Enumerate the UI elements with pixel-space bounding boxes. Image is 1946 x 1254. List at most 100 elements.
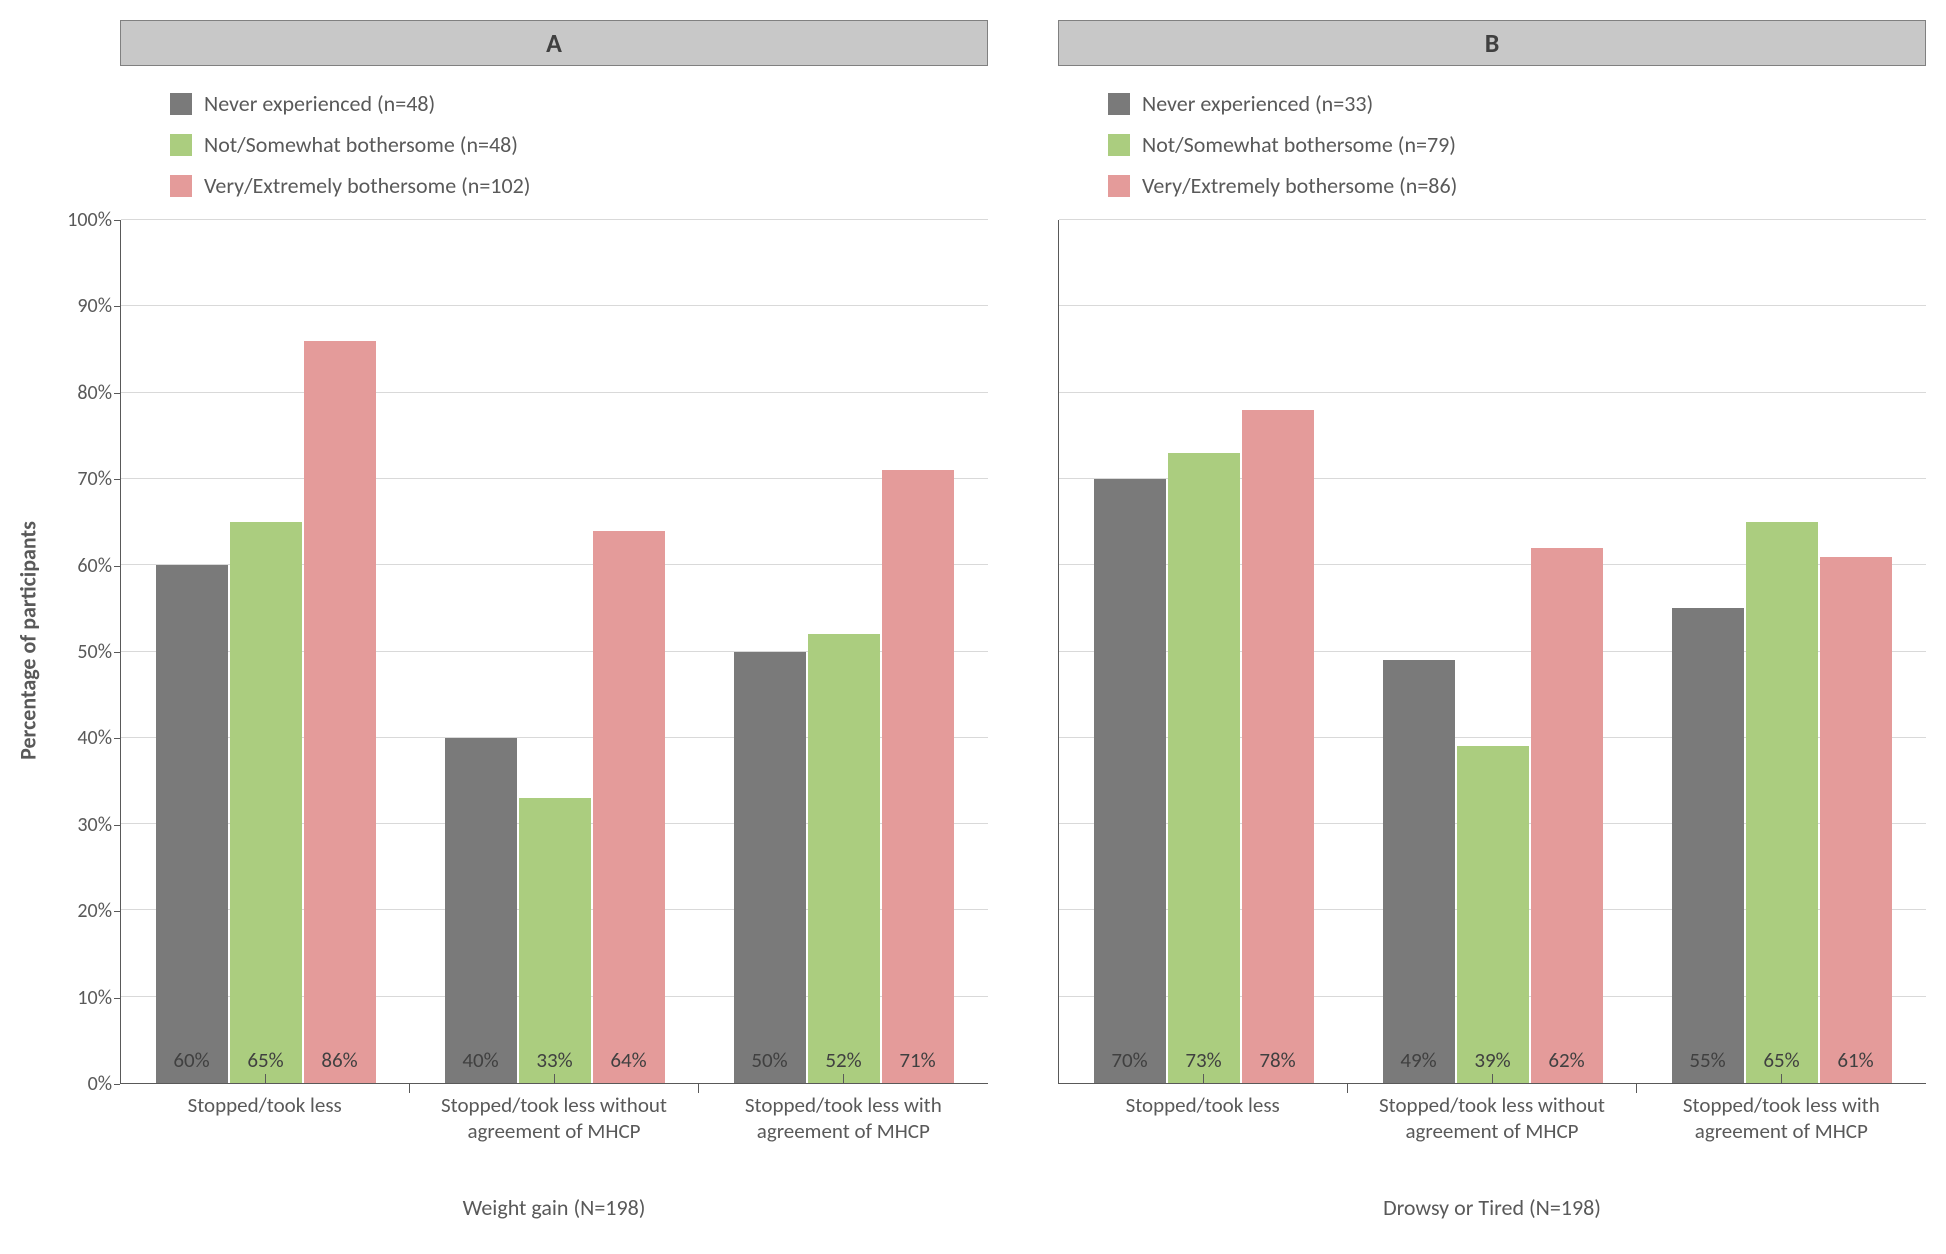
legend-swatch bbox=[170, 93, 192, 115]
panel-title: Weight gain (N=198) bbox=[120, 1194, 988, 1234]
bar: 52% bbox=[808, 634, 880, 1083]
bar: 49% bbox=[1383, 660, 1455, 1083]
legend-swatch bbox=[170, 134, 192, 156]
x-category-label: Stopped/took less bbox=[1058, 1084, 1347, 1194]
y-tick: 50% bbox=[60, 640, 112, 664]
bar-value-label: 65% bbox=[247, 1047, 283, 1073]
bar: 64% bbox=[593, 531, 665, 1083]
panel: A Never experienced (n=48) Not/Somewhat bo… bbox=[120, 20, 988, 1234]
bar-value-label: 86% bbox=[321, 1047, 357, 1073]
y-tick: 100% bbox=[60, 208, 112, 232]
plot-area: 60% 65% 86% 40% 33% 64% 50% 52% 71% bbox=[120, 220, 988, 1084]
legend-swatch bbox=[170, 175, 192, 197]
panel-header: A bbox=[120, 20, 988, 66]
y-tick: 60% bbox=[60, 554, 112, 578]
y-tick: 0% bbox=[60, 1072, 112, 1096]
x-tick bbox=[843, 1074, 844, 1084]
bar-groups: 60% 65% 86% 40% 33% 64% 50% 52% 71% bbox=[121, 220, 988, 1083]
y-tick: 70% bbox=[60, 467, 112, 491]
x-tick bbox=[1492, 1074, 1493, 1084]
figure: Percentage of participants 100%90%80%70%… bbox=[20, 20, 1926, 1234]
bar-group: 49% 39% 62% bbox=[1348, 220, 1637, 1083]
bar-value-label: 65% bbox=[1763, 1047, 1799, 1073]
bar-value-label: 61% bbox=[1837, 1047, 1873, 1073]
bar-value-label: 52% bbox=[825, 1047, 861, 1073]
bar-group: 55% 65% 61% bbox=[1637, 220, 1926, 1083]
legend-item: Not/Somewhat bothersome (n=79) bbox=[1108, 131, 1926, 158]
legend-label: Never experienced (n=48) bbox=[204, 90, 435, 117]
y-axis-ticks: 100%90%80%70%60%50%40%30%20%10%0% bbox=[60, 220, 120, 1084]
bar: 39% bbox=[1457, 746, 1529, 1083]
x-category-label: Stopped/took less with agreement of MHCP bbox=[1637, 1084, 1926, 1194]
bar: 61% bbox=[1820, 557, 1892, 1083]
bar: 50% bbox=[734, 652, 806, 1084]
x-category-label: Stopped/took less bbox=[120, 1084, 409, 1194]
x-category-label: Stopped/took less without agreement of M… bbox=[1347, 1084, 1636, 1194]
panel-title: Drowsy or Tired (N=198) bbox=[1058, 1194, 1926, 1234]
bar: 78% bbox=[1242, 410, 1314, 1083]
legend-item: Very/Extremely bothersome (n=102) bbox=[170, 172, 988, 199]
bar-group: 50% 52% 71% bbox=[699, 220, 988, 1083]
y-tick: 90% bbox=[60, 294, 112, 318]
y-tick: 10% bbox=[60, 986, 112, 1010]
bar-value-label: 62% bbox=[1548, 1047, 1584, 1073]
bar-group: 70% 73% 78% bbox=[1059, 220, 1348, 1083]
bar: 71% bbox=[882, 470, 954, 1083]
bar-group: 60% 65% 86% bbox=[121, 220, 410, 1083]
x-axis: Stopped/took lessStopped/took less witho… bbox=[120, 1084, 988, 1194]
legend: Never experienced (n=48) Not/Somewhat bot… bbox=[120, 90, 988, 220]
legend: Never experienced (n=33) Not/Somewhat bot… bbox=[1058, 90, 1926, 220]
bar: 65% bbox=[230, 522, 302, 1083]
legend-swatch bbox=[1108, 134, 1130, 156]
bar-value-label: 39% bbox=[1474, 1047, 1510, 1073]
bar-value-label: 55% bbox=[1689, 1047, 1725, 1073]
panels-container: A Never experienced (n=48) Not/Somewhat bo… bbox=[120, 20, 1926, 1234]
bar-value-label: 70% bbox=[1111, 1047, 1147, 1073]
x-tick bbox=[265, 1074, 266, 1084]
bar: 73% bbox=[1168, 453, 1240, 1083]
y-tick: 80% bbox=[60, 381, 112, 405]
bar-value-label: 64% bbox=[610, 1047, 646, 1073]
bar: 33% bbox=[519, 798, 591, 1083]
y-tick: 20% bbox=[60, 899, 112, 923]
legend-label: Not/Somewhat bothersome (n=79) bbox=[1142, 131, 1456, 158]
legend-item: Not/Somewhat bothersome (n=48) bbox=[170, 131, 988, 158]
x-axis: Stopped/took lessStopped/took less witho… bbox=[1058, 1084, 1926, 1194]
panel: B Never experienced (n=33) Not/Somewhat bo… bbox=[1058, 20, 1926, 1234]
bar-value-label: 33% bbox=[536, 1047, 572, 1073]
legend-swatch bbox=[1108, 175, 1130, 197]
legend-label: Very/Extremely bothersome (n=86) bbox=[1142, 172, 1457, 199]
bar-value-label: 71% bbox=[899, 1047, 935, 1073]
legend-item: Very/Extremely bothersome (n=86) bbox=[1108, 172, 1926, 199]
legend-item: Never experienced (n=33) bbox=[1108, 90, 1926, 117]
bar-value-label: 73% bbox=[1185, 1047, 1221, 1073]
bar-value-label: 49% bbox=[1400, 1047, 1436, 1073]
x-category-label: Stopped/took less with agreement of MHCP bbox=[699, 1084, 988, 1194]
legend-label: Very/Extremely bothersome (n=102) bbox=[204, 172, 530, 199]
x-tick bbox=[554, 1074, 555, 1084]
legend-label: Not/Somewhat bothersome (n=48) bbox=[204, 131, 518, 158]
bar-value-label: 40% bbox=[462, 1047, 498, 1073]
bar: 55% bbox=[1672, 608, 1744, 1083]
bar: 60% bbox=[156, 565, 228, 1083]
legend-label: Never experienced (n=33) bbox=[1142, 90, 1373, 117]
bar-value-label: 60% bbox=[173, 1047, 209, 1073]
y-tick: 40% bbox=[60, 726, 112, 750]
bar-value-label: 50% bbox=[751, 1047, 787, 1073]
x-tick bbox=[1203, 1074, 1204, 1084]
bar: 65% bbox=[1746, 522, 1818, 1083]
y-axis-label: Percentage of participants bbox=[15, 521, 42, 760]
bar-groups: 70% 73% 78% 49% 39% 62% 55% 65% 61% bbox=[1059, 220, 1926, 1083]
bar: 86% bbox=[304, 341, 376, 1083]
bar: 70% bbox=[1094, 479, 1166, 1083]
plot-area: 70% 73% 78% 49% 39% 62% 55% 65% 61% bbox=[1058, 220, 1926, 1084]
y-tick: 30% bbox=[60, 813, 112, 837]
panel-header: B bbox=[1058, 20, 1926, 66]
y-axis: Percentage of participants 100%90%80%70%… bbox=[20, 20, 120, 1234]
bar: 62% bbox=[1531, 548, 1603, 1083]
bar-value-label: 78% bbox=[1259, 1047, 1295, 1073]
x-tick bbox=[1781, 1074, 1782, 1084]
bar: 40% bbox=[445, 738, 517, 1083]
legend-swatch bbox=[1108, 93, 1130, 115]
x-category-label: Stopped/took less without agreement of M… bbox=[409, 1084, 698, 1194]
